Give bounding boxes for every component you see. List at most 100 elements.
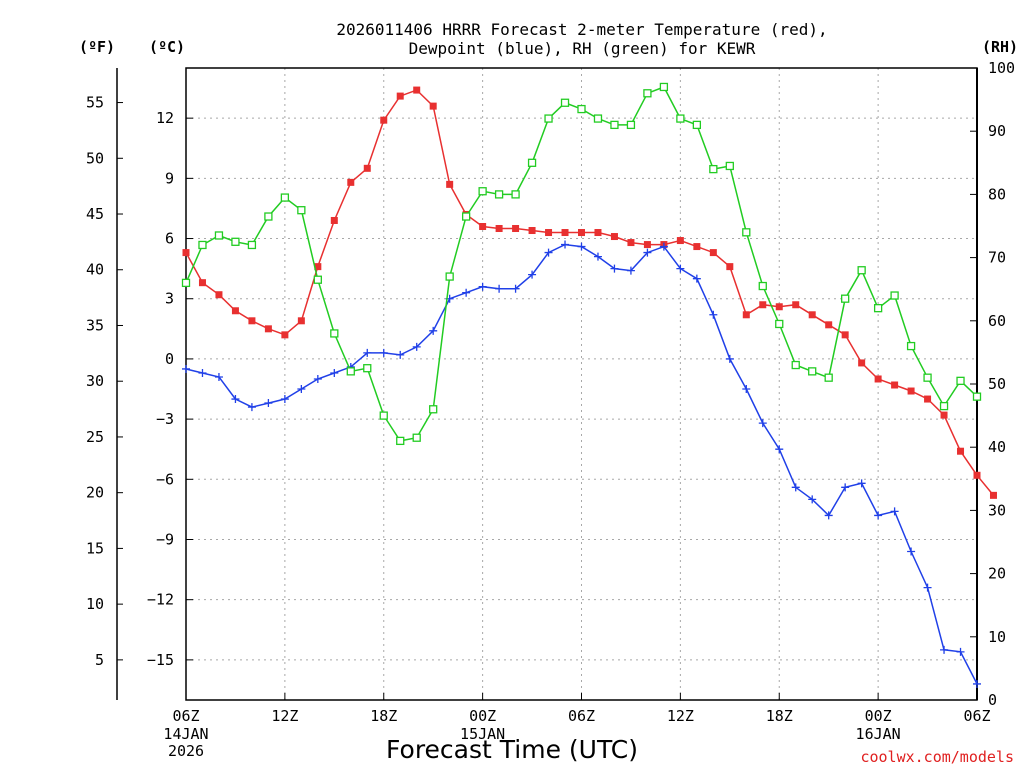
fahrenheit-unit-label: (ºF) — [79, 38, 115, 56]
gridlines — [186, 68, 977, 700]
dewpoint-point — [940, 645, 949, 654]
rh-point — [280, 193, 290, 202]
rh-point — [758, 281, 767, 291]
rh-point — [775, 319, 784, 329]
celsius-tick-label: 3 — [165, 290, 174, 308]
rh-point — [346, 367, 355, 376]
x-date-label: 16JAN — [856, 725, 901, 743]
axes: 555045403530252015105129630−3−6−9−12−150… — [86, 59, 1015, 709]
fahrenheit-tick-label: 55 — [86, 94, 104, 112]
temperature-point — [198, 279, 206, 287]
x-axis-labels: 06Z 12Z 18Z 00Z 06Z 12Z 18Z 00Z 06Z14JAN202615JA… — [163, 707, 990, 760]
temperature-point — [512, 225, 520, 233]
rh-point — [709, 164, 718, 174]
celsius-tick-label: 6 — [165, 230, 174, 248]
plot-frame — [185, 67, 978, 701]
temperature-point — [973, 471, 981, 479]
credit-text: coolwx.com/models — [860, 748, 1014, 766]
dewpoint-point — [923, 583, 932, 592]
rh-point — [626, 120, 636, 130]
rh-tick-label: 50 — [988, 375, 1006, 393]
dewpoint-point — [264, 399, 273, 408]
dewpoint-point — [330, 368, 339, 377]
dewpoint-point — [429, 326, 438, 335]
rh-point — [857, 266, 866, 275]
x-tick-label: 00Z — [865, 707, 892, 725]
temperature-point — [989, 491, 997, 499]
rh-tick-label: 0 — [988, 691, 997, 709]
fahrenheit-tick-label: 40 — [86, 261, 104, 279]
title-line-2: Dewpoint (blue), RH (green) for KEWR — [409, 39, 756, 58]
temperature-point — [726, 263, 734, 271]
dewpoint-point — [808, 495, 817, 504]
dewpoint-point — [593, 252, 602, 261]
rh-point — [692, 120, 702, 130]
temperature-point — [676, 237, 684, 245]
fahrenheit-tick-label: 35 — [86, 316, 104, 334]
fahrenheit-tick-label: 15 — [86, 539, 104, 557]
title-line-1: 2026011406 HRRR Forecast 2-meter Tempera… — [336, 20, 827, 39]
temperature-point — [742, 311, 750, 319]
rh-unit-label: (RH) — [982, 38, 1018, 56]
rh-point — [264, 212, 273, 221]
temperature-point — [825, 321, 833, 329]
rh-point — [939, 401, 949, 411]
celsius-tick-label: 12 — [156, 109, 174, 127]
rh-point — [412, 433, 421, 442]
rh-point — [478, 187, 487, 196]
dewpoint-point — [824, 511, 833, 520]
rh-point — [808, 367, 817, 376]
rh-tick-label: 40 — [988, 438, 1006, 456]
dewpoint-point — [973, 679, 981, 688]
rh-point — [742, 228, 751, 237]
x-tick-label: 06Z — [963, 707, 990, 725]
rh-point — [956, 376, 965, 385]
dewpoint-point — [198, 368, 207, 377]
temperature-point — [759, 301, 767, 309]
temperature-point — [330, 216, 338, 224]
dewpoint-point — [379, 348, 388, 357]
temperature-point — [347, 178, 355, 186]
rh-tick-label: 20 — [988, 565, 1006, 583]
rh-point — [379, 411, 388, 420]
rh-tick-label: 30 — [988, 501, 1006, 519]
x-date-label: 14JAN — [163, 725, 208, 743]
temperature-point — [808, 311, 816, 319]
rh-point — [577, 104, 586, 114]
dewpoint-point — [841, 483, 850, 492]
temperature-point — [413, 86, 421, 94]
temperature-point — [545, 229, 553, 237]
rh-point — [445, 272, 454, 281]
temperature-point — [792, 301, 800, 309]
fahrenheit-tick-label: 5 — [95, 651, 104, 669]
rh-point — [676, 114, 685, 123]
temperature-point — [775, 303, 783, 311]
temperature-point — [561, 229, 569, 237]
rh-point — [593, 114, 603, 123]
fahrenheit-tick-label: 50 — [86, 149, 104, 167]
celsius-tick-label: −6 — [156, 470, 174, 488]
dewpoint-point — [478, 282, 487, 291]
dewpoint-point — [676, 264, 685, 273]
celsius-tick-label: −15 — [147, 651, 174, 669]
rh-point — [873, 304, 883, 313]
rh-point — [643, 89, 652, 98]
celsius-tick-label: −9 — [156, 530, 174, 548]
dewpoint-point — [544, 248, 553, 257]
rh-point — [181, 278, 191, 288]
rh-point — [363, 364, 372, 373]
dewpoint-point — [857, 479, 866, 488]
rh-point — [610, 120, 619, 130]
temperature-point — [957, 447, 965, 455]
rh-point — [313, 275, 322, 284]
dewpoint-point — [643, 248, 652, 257]
rh-point — [890, 291, 899, 300]
rh-point — [824, 373, 833, 382]
rh-point — [544, 114, 553, 123]
temperature-point — [610, 233, 618, 241]
rh-point — [461, 212, 471, 221]
temperature-point — [314, 263, 322, 271]
temperature-point — [578, 229, 585, 237]
dewpoint-point — [890, 507, 899, 516]
